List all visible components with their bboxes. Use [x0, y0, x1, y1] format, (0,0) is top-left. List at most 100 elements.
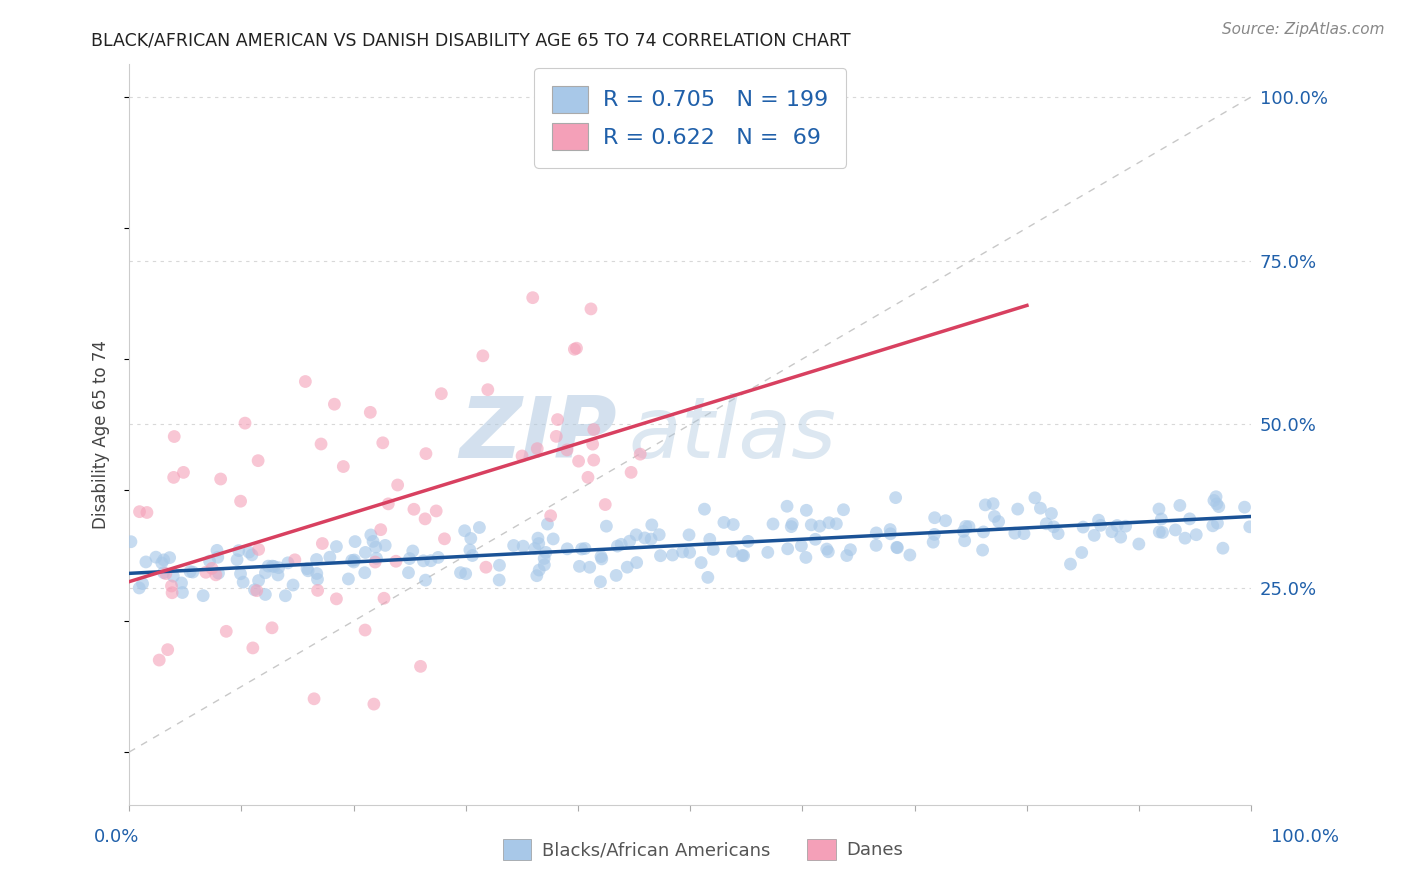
Point [247, 453, 270, 467]
Point [935, 514, 957, 528]
Point [522, 291, 544, 305]
Point [578, 560, 600, 574]
Point [972, 543, 994, 558]
Point [661, 548, 683, 562]
Point [364, 555, 387, 569]
Point [1007, 502, 1029, 516]
Point [419, 554, 441, 568]
Point [832, 502, 855, 516]
Point [987, 515, 1010, 529]
Point [693, 502, 716, 516]
Point [374, 538, 396, 552]
Point [131, 576, 153, 591]
Point [387, 478, 409, 492]
Point [1128, 537, 1150, 551]
Point [458, 543, 481, 558]
Text: 100.0%: 100.0% [1271, 828, 1339, 846]
Point [1083, 528, 1105, 542]
Text: 0.0%: 0.0% [94, 828, 139, 846]
Point [260, 621, 283, 635]
Point [135, 555, 157, 569]
Point [1024, 491, 1046, 505]
Point [790, 539, 813, 553]
Point [198, 554, 221, 568]
Point [363, 697, 385, 711]
Point [148, 653, 170, 667]
Point [461, 549, 484, 563]
Point [955, 519, 977, 533]
Point [453, 524, 475, 538]
Point [477, 383, 499, 397]
Point [468, 520, 491, 534]
Point [307, 572, 329, 586]
Point [160, 579, 183, 593]
Point [274, 589, 297, 603]
Point [512, 539, 534, 553]
Point [373, 591, 395, 606]
Point [163, 470, 186, 484]
Point [1090, 518, 1112, 533]
Point [610, 537, 633, 551]
Point [409, 659, 432, 673]
Point [488, 558, 510, 573]
Point [398, 551, 420, 566]
Point [1202, 493, 1225, 508]
Point [433, 532, 456, 546]
Point [152, 566, 174, 580]
Point [794, 550, 817, 565]
Point [353, 566, 375, 580]
Text: Source: ZipAtlas.com: Source: ZipAtlas.com [1222, 22, 1385, 37]
Point [229, 566, 252, 581]
Point [1149, 524, 1171, 539]
Point [160, 586, 183, 600]
Point [205, 543, 228, 558]
Point [136, 506, 159, 520]
Point [229, 494, 252, 508]
Point [981, 497, 1004, 511]
Point [370, 523, 392, 537]
Point [305, 552, 328, 566]
Point [427, 550, 450, 565]
Point [699, 533, 721, 547]
Point [332, 459, 354, 474]
Point [1164, 523, 1187, 537]
Point [475, 560, 498, 574]
Point [364, 540, 387, 554]
Point [454, 566, 477, 581]
Point [957, 519, 980, 533]
Point [150, 556, 173, 570]
Point [696, 570, 718, 584]
Point [780, 519, 803, 533]
Point [354, 545, 377, 559]
Point [533, 551, 555, 566]
Point [488, 573, 510, 587]
Point [879, 523, 901, 537]
Point [616, 560, 638, 574]
Point [576, 470, 599, 484]
Point [526, 568, 548, 582]
Point [510, 449, 533, 463]
Point [924, 510, 946, 524]
Point [879, 526, 901, 541]
Point [776, 500, 799, 514]
Point [247, 542, 270, 557]
Point [294, 375, 316, 389]
Point [571, 541, 593, 556]
Point [128, 581, 150, 595]
Point [922, 535, 945, 549]
Point [1071, 520, 1094, 534]
Point [1206, 516, 1229, 530]
Point [523, 541, 546, 556]
Point [1059, 557, 1081, 571]
Point [359, 405, 381, 419]
Point [128, 505, 150, 519]
Text: atlas: atlas [628, 392, 837, 475]
Point [307, 583, 329, 598]
Point [817, 545, 839, 559]
Point [343, 555, 366, 569]
Point [865, 525, 887, 540]
Point [1239, 520, 1261, 534]
Point [311, 536, 333, 550]
Point [678, 528, 700, 542]
Point [402, 544, 425, 558]
